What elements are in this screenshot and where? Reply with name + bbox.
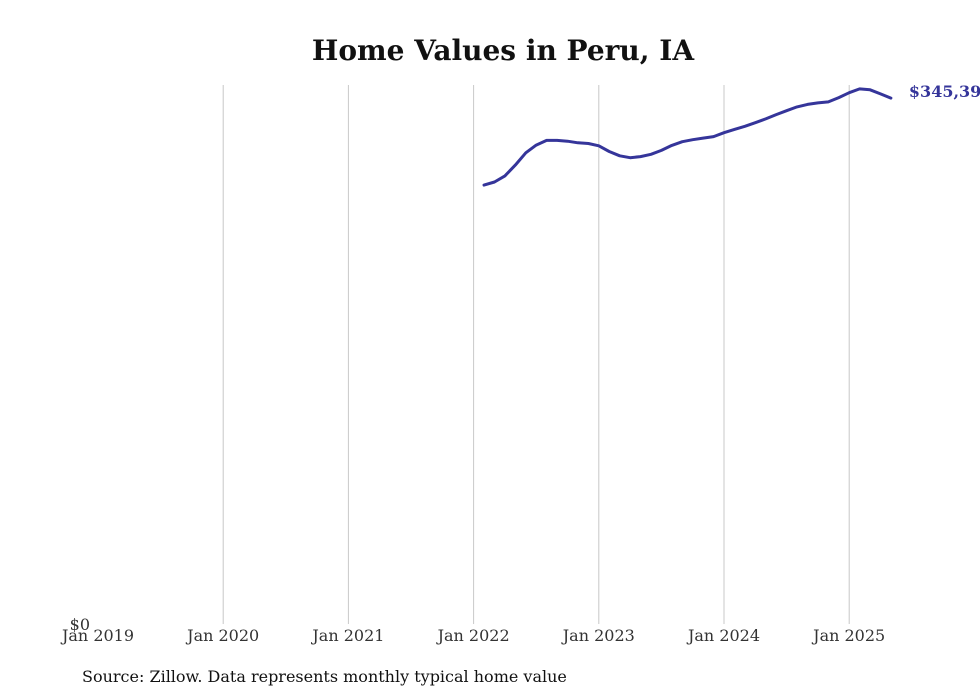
source-note: Source: Zillow. Data represents monthly … [82, 667, 567, 686]
x-tick-label: Jan 2024 [686, 626, 760, 645]
y-tick-labels: $0 [70, 615, 90, 634]
grid-lines [222, 85, 850, 624]
x-tick-label: Jan 2020 [185, 626, 259, 645]
x-tick-labels: Jan 2019 Jan 2020 Jan 2021 Jan 2022 Jan 2023… [60, 626, 885, 645]
x-tick-label: Jan 2023 [561, 626, 635, 645]
x-tick-label: Jan 2019 [60, 626, 134, 645]
y-tick-label: $0 [70, 615, 90, 634]
series-line [482, 87, 893, 187]
x-tick-label: Jan 2022 [436, 626, 510, 645]
chart-title: Home Values in Peru, IA [312, 34, 696, 67]
x-tick-label: Jan 2021 [310, 626, 384, 645]
end-value-label: $345,39 [909, 82, 980, 101]
x-tick-label: Jan 2025 [811, 626, 885, 645]
